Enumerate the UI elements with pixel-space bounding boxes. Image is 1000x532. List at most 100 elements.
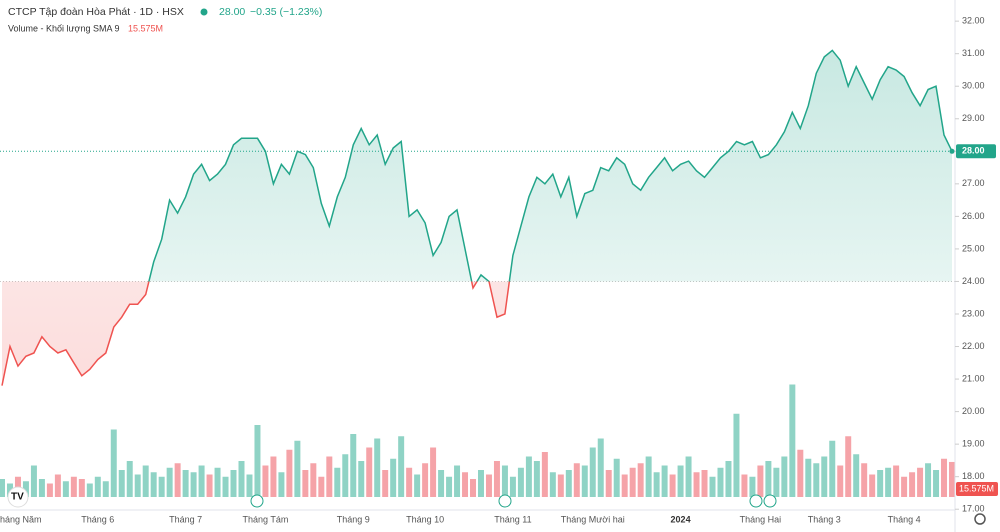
volume-bar	[326, 456, 333, 497]
volume-bar	[406, 467, 413, 497]
volume-bar	[701, 470, 708, 497]
header-change: −0.35 (−1.23%)	[250, 6, 322, 18]
x-tick-label: Tháng Năm	[0, 514, 41, 524]
volume-bar	[557, 474, 564, 497]
settings-icon[interactable]	[974, 513, 986, 525]
volume-bar	[661, 465, 668, 497]
y-tick-label: 25.00	[962, 243, 985, 253]
volume-bar	[685, 456, 692, 497]
x-tick-label: Tháng 7	[169, 514, 202, 524]
y-tick-label: 22.00	[962, 341, 985, 351]
y-tick-label: 24.00	[962, 276, 985, 286]
volume-bar	[246, 474, 253, 497]
volume-value: 15.575M	[128, 23, 163, 33]
volume-bar	[214, 467, 221, 497]
volume-bar	[693, 472, 700, 497]
volume-bar	[861, 463, 868, 497]
volume-bar	[310, 463, 317, 497]
volume-bar	[366, 447, 373, 497]
volume-bar	[390, 458, 397, 497]
volume-bar	[118, 470, 125, 497]
volume-bar	[182, 470, 189, 497]
volume-bar	[925, 463, 932, 497]
volume-bar	[477, 470, 484, 497]
y-tick-label: 30.00	[962, 81, 985, 91]
volume-bar	[757, 465, 764, 497]
volume-bar	[597, 438, 604, 497]
volume-bar	[549, 472, 556, 497]
volume-bar	[677, 465, 684, 497]
volume-bar	[813, 463, 820, 497]
volume-bar	[94, 476, 101, 497]
y-tick-label: 21.00	[962, 373, 985, 383]
price-line	[148, 49, 953, 282]
volume-bar	[86, 483, 93, 497]
x-tick-label: Tháng 4	[888, 514, 921, 524]
volume-bar	[414, 474, 421, 497]
svg-text:TV: TV	[11, 492, 24, 503]
volume-bar	[829, 440, 836, 497]
volume-bar	[853, 454, 860, 497]
volume-bar	[134, 474, 141, 497]
volume-bar	[342, 454, 349, 497]
volume-bar	[454, 465, 461, 497]
volume-bar	[565, 470, 572, 497]
last-price-label: 28.00	[962, 146, 985, 156]
volume-bar	[0, 479, 5, 497]
volume-bar	[166, 467, 173, 497]
volume-bar	[278, 472, 285, 497]
volume-bar	[398, 436, 405, 497]
volume-bar	[725, 461, 732, 497]
volume-bar	[941, 458, 948, 497]
volume-label-box	[956, 482, 998, 496]
volume-bar	[110, 429, 117, 497]
volume-bar	[198, 465, 205, 497]
x-tick-label: Tháng 11	[494, 514, 531, 524]
volume-bar	[901, 476, 908, 497]
volume-bar	[541, 452, 548, 497]
volume-bar	[589, 447, 596, 497]
header-price: 28.00	[219, 6, 245, 18]
volume-bar	[422, 463, 429, 497]
volume-bar	[382, 470, 389, 497]
volume-bar	[294, 440, 301, 497]
volume-bar	[230, 470, 237, 497]
y-tick-label: 23.00	[962, 308, 985, 318]
volume-bar	[789, 384, 796, 497]
volume-bar	[709, 476, 716, 497]
volume-bar	[78, 479, 85, 497]
volume-bar	[70, 476, 77, 497]
tv-logo: TV	[7, 486, 29, 508]
y-tick-label: 20.00	[962, 406, 985, 416]
y-tick-label: 32.00	[962, 16, 985, 26]
volume-bar	[949, 461, 955, 497]
volume-bar	[54, 474, 61, 497]
volume-bar	[613, 458, 620, 497]
volume-bar	[462, 472, 469, 497]
y-tick-label: 17.00	[962, 504, 985, 514]
volume-bar	[62, 481, 69, 497]
volume-bar	[142, 465, 149, 497]
volume-bar	[509, 476, 516, 497]
volume-bar	[286, 449, 293, 497]
event-icons	[250, 494, 777, 508]
volume-bar	[765, 461, 772, 497]
x-tick-label: Tháng 3	[808, 514, 841, 524]
chart-title: CTCP Tập đoàn Hòa Phát · 1D · HSX	[8, 6, 184, 18]
volume-bar	[470, 479, 477, 497]
volume-bar	[270, 456, 277, 497]
volume-bar	[637, 463, 644, 497]
volume-bar	[350, 434, 357, 497]
volume-bar	[158, 476, 165, 497]
volume-bar	[174, 463, 181, 497]
volume-bar	[517, 467, 524, 497]
volume-bar	[645, 456, 652, 497]
volume-bar	[869, 474, 876, 497]
volume-bar	[493, 461, 500, 497]
volume-bar	[669, 474, 676, 497]
x-tick-label: Tháng 6	[81, 514, 114, 524]
y-tick-label: 29.00	[962, 113, 985, 123]
volume-bar	[821, 456, 828, 497]
volume-bar	[150, 472, 157, 497]
